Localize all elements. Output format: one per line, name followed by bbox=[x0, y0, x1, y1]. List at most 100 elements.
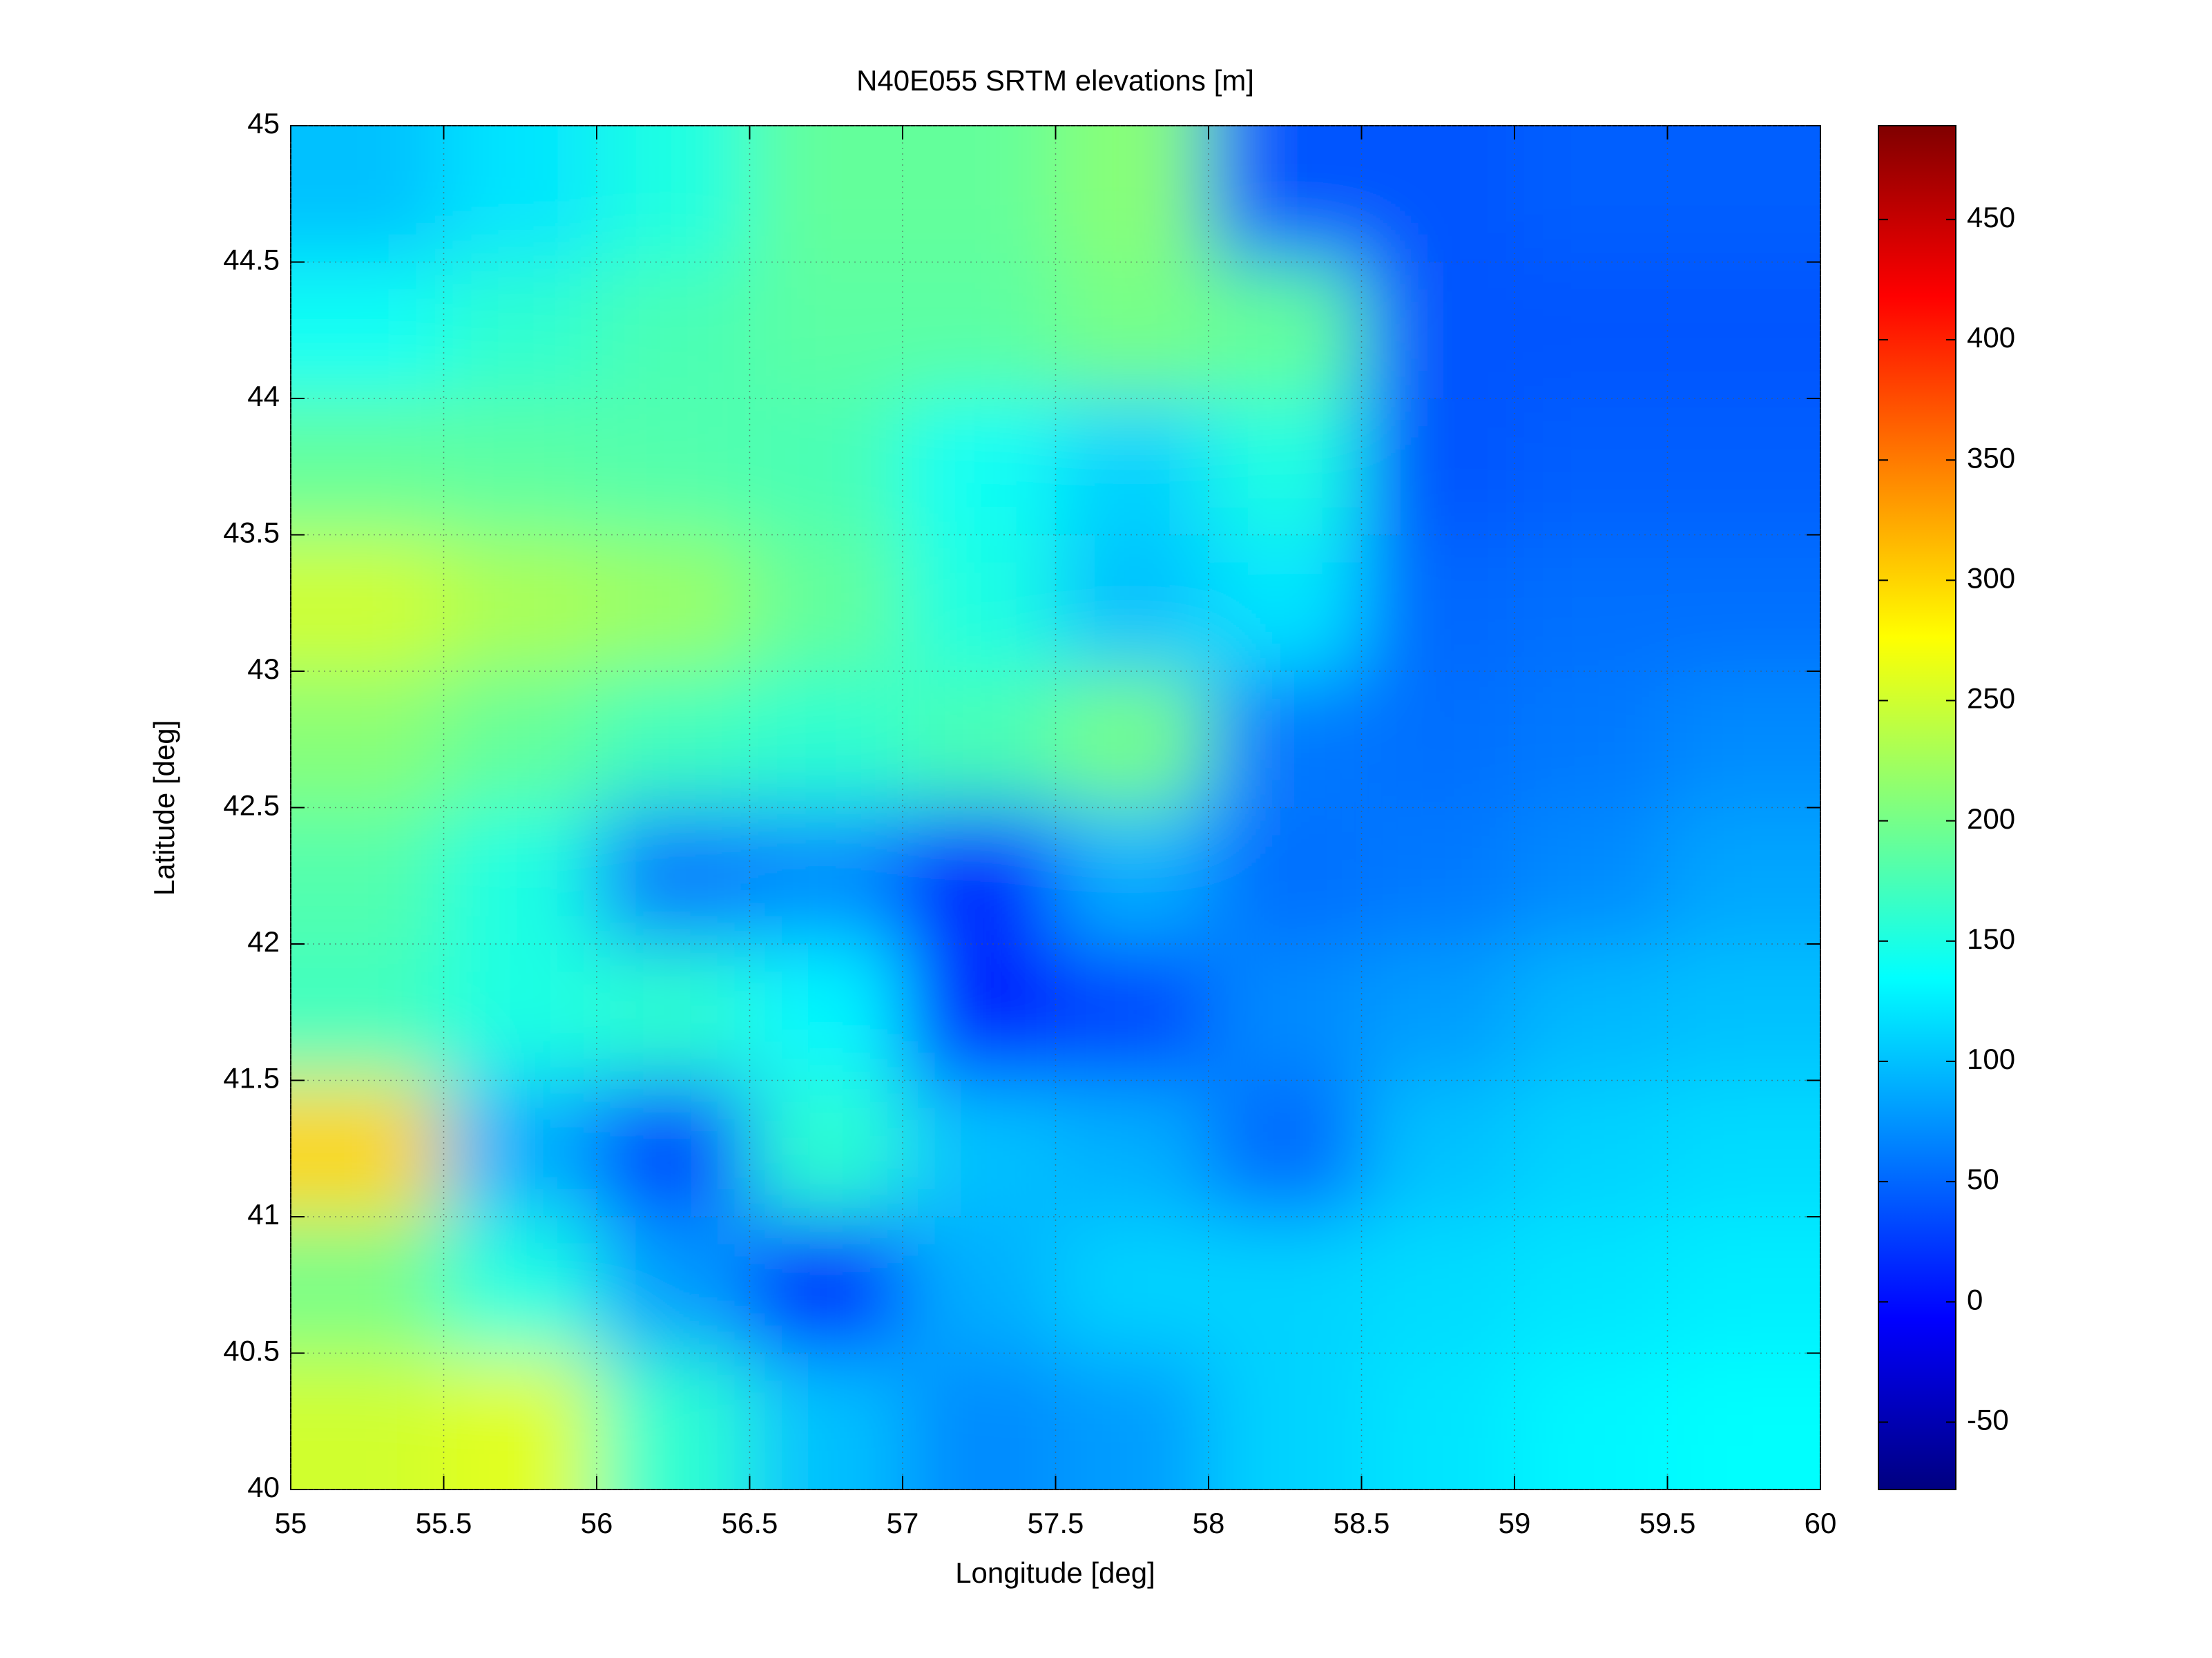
heatmap-cell bbox=[1055, 262, 1209, 399]
heatmap-cell bbox=[1055, 534, 1209, 672]
colorbar-tick-label: 0 bbox=[1967, 1283, 1983, 1315]
heatmap-cell bbox=[1361, 1353, 1515, 1490]
heatmap-cell bbox=[291, 944, 445, 1081]
heatmap-cell bbox=[597, 1353, 751, 1490]
y-tick-label: 44 bbox=[247, 380, 280, 412]
heatmap-cell bbox=[1514, 1080, 1668, 1217]
x-tick-label: 60 bbox=[1805, 1507, 1837, 1539]
heatmap-cell bbox=[1209, 398, 1363, 536]
heatmap-cell bbox=[1055, 1080, 1209, 1217]
y-tick-label: 42.5 bbox=[223, 789, 280, 822]
heatmap-cell bbox=[291, 1080, 445, 1217]
y-tick-label: 43.5 bbox=[223, 517, 280, 549]
heatmap-cell bbox=[1667, 126, 1820, 263]
heatmap-cell bbox=[903, 671, 1057, 809]
heatmap-cell bbox=[1209, 1080, 1363, 1217]
heatmap-cell bbox=[443, 534, 597, 672]
colorbar-tick-label: 450 bbox=[1967, 201, 2015, 233]
heatmap-cell bbox=[1514, 671, 1668, 809]
heatmap-clip bbox=[291, 126, 1820, 1490]
heatmap-cell bbox=[1514, 807, 1668, 945]
colorbar-tick-label: 250 bbox=[1967, 682, 2015, 715]
x-tick-label: 56 bbox=[581, 1507, 613, 1539]
heatmap-cell bbox=[1055, 126, 1209, 263]
heatmap-cell bbox=[1667, 534, 1820, 672]
heatmap-cell bbox=[1667, 398, 1820, 536]
heatmap-cell bbox=[1514, 944, 1668, 1081]
heatmap-cell bbox=[903, 1080, 1057, 1217]
y-axis-label: Latitude [deg] bbox=[148, 720, 180, 896]
heatmap-cell bbox=[291, 1353, 445, 1490]
x-axis-label: Longitude [deg] bbox=[955, 1556, 1155, 1589]
heatmap-cell bbox=[749, 1080, 903, 1217]
heatmap-cell bbox=[1361, 1217, 1515, 1354]
colorbar-tick-label: -50 bbox=[1967, 1404, 2009, 1436]
heatmap-cell bbox=[1361, 262, 1515, 399]
heatmap-cell bbox=[1209, 671, 1363, 809]
heatmap-cell bbox=[1361, 1080, 1515, 1217]
heatmap-cell bbox=[1667, 1080, 1820, 1217]
heatmap-cell bbox=[1514, 126, 1668, 263]
heatmap-cell bbox=[443, 126, 597, 263]
heatmap-cell bbox=[443, 671, 597, 809]
heatmap-cell bbox=[597, 126, 751, 263]
colorbar-tick-label: 50 bbox=[1967, 1163, 1999, 1195]
x-tick-label: 59.5 bbox=[1639, 1507, 1696, 1539]
axes: 55 55.5 56 56.5 57 57.5 58 58.5 59 59.5 60 40 40.5 41… bbox=[223, 107, 1836, 1539]
heatmap-cell bbox=[1667, 944, 1820, 1081]
y-tick-label: 40.5 bbox=[223, 1335, 280, 1367]
heatmap-cell bbox=[1209, 262, 1363, 399]
heatmap-cell bbox=[597, 671, 751, 809]
heatmap-cell bbox=[1667, 807, 1820, 945]
colorbar-tick-label: 200 bbox=[1967, 802, 2015, 835]
heatmap bbox=[291, 126, 1820, 1490]
heatmap-cell bbox=[1055, 398, 1209, 536]
heatmap-cell bbox=[1667, 1217, 1820, 1354]
heatmap-cell bbox=[291, 807, 445, 945]
x-tick-label: 56.5 bbox=[722, 1507, 778, 1539]
heatmap-cell bbox=[1209, 534, 1363, 672]
y-tick-label: 45 bbox=[247, 107, 280, 139]
heatmap-cell bbox=[443, 944, 597, 1081]
x-tick-label: 59 bbox=[1499, 1507, 1531, 1539]
heatmap-cell bbox=[1361, 671, 1515, 809]
y-tick-label: 42 bbox=[247, 925, 280, 958]
colorbar-tick-label: 300 bbox=[1967, 561, 2015, 594]
heatmap-cell bbox=[1361, 534, 1515, 672]
heatmap-cell bbox=[749, 944, 903, 1081]
heatmap-cell bbox=[1055, 1217, 1209, 1354]
heatmap-cell bbox=[597, 944, 751, 1081]
heatmap-cell bbox=[291, 398, 445, 536]
heatmap-cell bbox=[597, 1080, 751, 1217]
heatmap-cell bbox=[291, 126, 445, 263]
heatmap-cell bbox=[903, 262, 1057, 399]
heatmap-cell bbox=[1514, 1217, 1668, 1354]
heatmap-cell bbox=[1667, 1353, 1820, 1490]
heatmap-cell bbox=[597, 534, 751, 672]
heatmap-cell bbox=[1514, 398, 1668, 536]
heatmap-cell bbox=[1055, 807, 1209, 945]
heatmap-cell bbox=[903, 1353, 1057, 1490]
y-tick-label: 44.5 bbox=[223, 244, 280, 276]
y-tick-label: 41.5 bbox=[223, 1062, 280, 1095]
x-tick-label: 58.5 bbox=[1334, 1507, 1390, 1539]
colorbar-tick-label: 350 bbox=[1967, 441, 2015, 474]
heatmap-cell bbox=[597, 1217, 751, 1354]
heatmap-cell bbox=[443, 807, 597, 945]
heatmap-cell bbox=[291, 262, 445, 399]
heatmap-cell bbox=[1055, 1353, 1209, 1490]
heatmap-cell bbox=[903, 807, 1057, 945]
heatmap-cell bbox=[1055, 944, 1209, 1081]
heatmap-cell bbox=[903, 1217, 1057, 1354]
heatmap-cell bbox=[597, 398, 751, 536]
heatmap-cell bbox=[443, 1080, 597, 1217]
heatmap-cell bbox=[1055, 671, 1209, 809]
heatmap-cell bbox=[443, 398, 597, 536]
heatmap-cell bbox=[1514, 1353, 1668, 1490]
heatmap-cell bbox=[1209, 1217, 1363, 1354]
heatmap-cell bbox=[749, 671, 903, 809]
heatmap-cell bbox=[443, 262, 597, 399]
y-tick-label: 43 bbox=[247, 653, 280, 685]
colorbar bbox=[1878, 125, 1956, 1490]
